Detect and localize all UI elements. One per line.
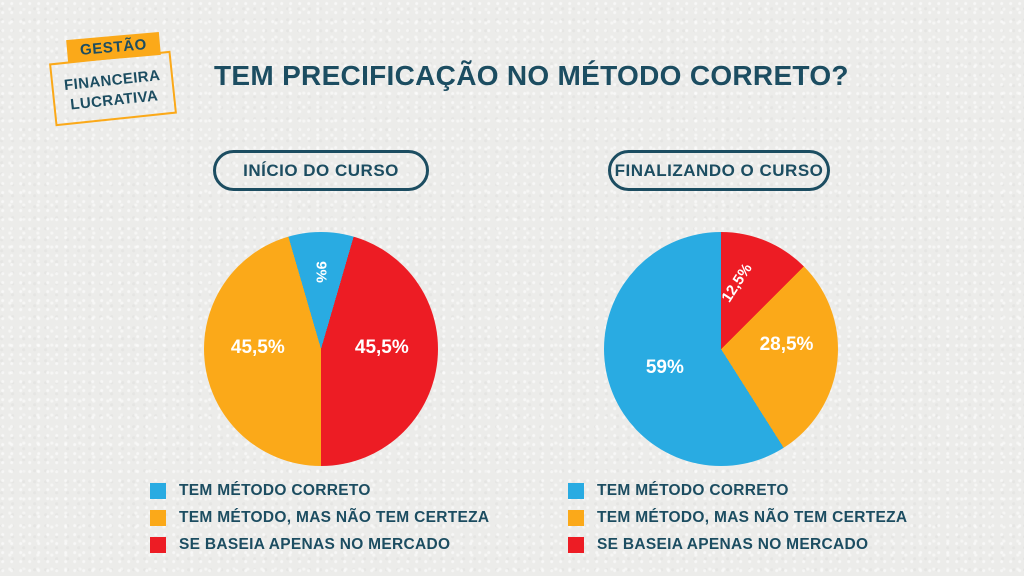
slice-label-blue: 59% — [645, 356, 684, 378]
legend-row: TEM MÉTODO CORRETO — [568, 482, 907, 500]
slice-label-blue: 9% — [312, 260, 330, 283]
legend-row: TEM MÉTODO, MAS NÃO TEM CERTEZA — [568, 509, 907, 527]
legend-label: SE BASEIA APENAS NO MERCADO — [179, 536, 451, 553]
chart-label-inicio-do-curso: INÍCIO DO CURSO — [213, 150, 429, 191]
page-title: TEM PRECIFICAÇÃO NO MÉTODO CORRETO? — [214, 60, 849, 91]
legend-label: TEM MÉTODO, MAS NÃO TEM CERTEZA — [179, 509, 490, 526]
legend-row: SE BASEIA APENAS NO MERCADO — [568, 536, 907, 554]
legend-swatch-blue — [150, 483, 166, 499]
slice-label-red: 12,5% — [718, 260, 757, 306]
pie-chart-finalizando-o-curso: 12,5% 28,5% 59% — [604, 232, 838, 466]
legend-swatch-blue — [568, 483, 584, 499]
legend-left: TEM MÉTODO CORRETO TEM MÉTODO, MAS NÃO T… — [150, 482, 489, 563]
slice-label-red: 45,5% — [354, 336, 409, 358]
legend-label: TEM MÉTODO, MAS NÃO TEM CERTEZA — [597, 509, 908, 526]
legend-row: TEM MÉTODO CORRETO — [150, 482, 489, 500]
legend-row: TEM MÉTODO, MAS NÃO TEM CERTEZA — [150, 509, 489, 527]
slice-label-orange: 28,5% — [759, 334, 814, 356]
pie-chart-inicio-do-curso: 9% 45,5% 45,5% — [204, 232, 438, 466]
legend-label: TEM MÉTODO CORRETO — [597, 482, 789, 499]
slice-label-orange: 45,5% — [230, 336, 285, 358]
legend-right: TEM MÉTODO CORRETO TEM MÉTODO, MAS NÃO T… — [568, 482, 907, 563]
legend-swatch-red — [568, 537, 584, 553]
chart-label-finalizando-o-curso: FINALIZANDO O CURSO — [608, 150, 830, 191]
legend-swatch-red — [150, 537, 166, 553]
legend-label: SE BASEIA APENAS NO MERCADO — [597, 536, 869, 553]
legend-row: SE BASEIA APENAS NO MERCADO — [150, 536, 489, 554]
legend-label: TEM MÉTODO CORRETO — [179, 482, 371, 499]
legend-swatch-orange — [150, 510, 166, 526]
legend-swatch-orange — [568, 510, 584, 526]
